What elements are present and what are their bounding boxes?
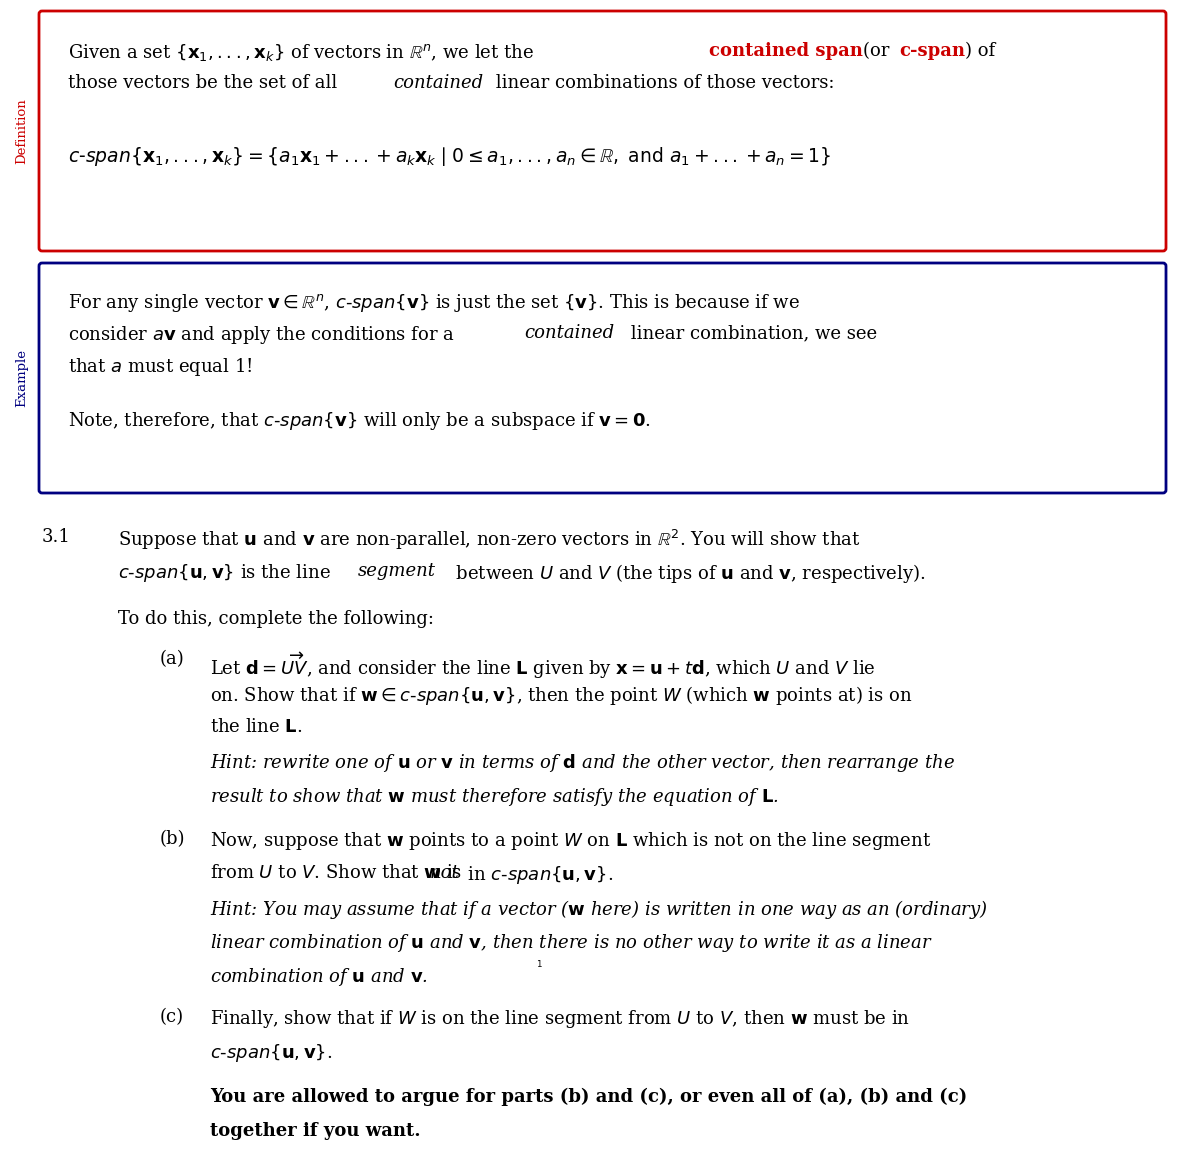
Text: contained span: contained span (709, 42, 863, 60)
Text: not: not (430, 864, 460, 882)
Text: Example: Example (16, 349, 29, 407)
Text: Finally, show that if $W$ is on the line segment from $U$ to $V$, then $\mathbf{: Finally, show that if $W$ is on the line… (210, 1008, 910, 1030)
Text: (b): (b) (160, 830, 186, 848)
Text: together if you want.: together if you want. (210, 1122, 421, 1140)
Text: To do this, complete the following:: To do this, complete the following: (118, 610, 434, 627)
Text: Hint: rewrite one of $\mathbf{u}$ or $\mathbf{v}$ in terms of $\mathbf{d}$ and t: Hint: rewrite one of $\mathbf{u}$ or $\m… (210, 752, 955, 774)
Text: Let $\mathbf{d} = \overrightarrow{UV}$, and consider the line $\mathbf{L}$ given: Let $\mathbf{d} = \overrightarrow{UV}$, … (210, 650, 876, 682)
Text: contained: contained (394, 74, 484, 92)
Text: Definition: Definition (16, 99, 29, 163)
FancyBboxPatch shape (38, 11, 1166, 251)
Text: $c\text{-}span\{\mathbf{u},\mathbf{v}\}$ is the line: $c\text{-}span\{\mathbf{u},\mathbf{v}\}$… (118, 562, 331, 584)
Text: $c\text{-}span\{\mathbf{u},\mathbf{v}\}$.: $c\text{-}span\{\mathbf{u},\mathbf{v}\}$… (210, 1042, 332, 1065)
Text: Given a set $\{\mathbf{x}_1,...,\mathbf{x}_k\}$ of vectors in $\mathbb{R}^n$, we: Given a set $\{\mathbf{x}_1,...,\mathbf{… (68, 42, 535, 63)
Text: $c\text{-}span\{\mathbf{x}_1,...,\mathbf{x}_k\} = \{a_1\mathbf{x}_1 + ... + a_k\: $c\text{-}span\{\mathbf{x}_1,...,\mathbf… (68, 145, 832, 168)
Text: on. Show that if $\mathbf{w} \in c\text{-}span\{\mathbf{u},\mathbf{v}\}$, then t: on. Show that if $\mathbf{w} \in c\text{… (210, 684, 912, 707)
FancyBboxPatch shape (38, 263, 1166, 494)
Text: combination of $\mathbf{u}$ and $\mathbf{v}$.: combination of $\mathbf{u}$ and $\mathbf… (210, 966, 428, 988)
Text: linear combination of $\mathbf{u}$ and $\mathbf{v}$, then there is no other way : linear combination of $\mathbf{u}$ and $… (210, 932, 932, 954)
Text: (c): (c) (160, 1008, 184, 1026)
Text: (a): (a) (160, 650, 185, 669)
Text: For any single vector $\mathbf{v} \in \mathbb{R}^n$, $c\text{-}span\{\mathbf{v}\: For any single vector $\mathbf{v} \in \m… (68, 293, 800, 314)
Text: the line $\mathbf{L}$.: the line $\mathbf{L}$. (210, 718, 302, 736)
Text: Suppose that $\mathbf{u}$ and $\mathbf{v}$ are non-parallel, non-zero vectors in: Suppose that $\mathbf{u}$ and $\mathbf{v… (118, 528, 860, 552)
Text: ) of: ) of (965, 42, 995, 60)
Text: linear combination, we see: linear combination, we see (625, 324, 877, 342)
Text: segment: segment (358, 562, 436, 580)
Text: that $a$ must equal 1!: that $a$ must equal 1! (68, 356, 252, 378)
Text: Hint: You may assume that if a vector ($\mathbf{w}$ here) is written in one way : Hint: You may assume that if a vector ($… (210, 898, 988, 921)
Text: those vectors be the set of all: those vectors be the set of all (68, 74, 343, 92)
Text: 3.1: 3.1 (42, 528, 71, 546)
Text: in $c\text{-}span\{\mathbf{u},\mathbf{v}\}$.: in $c\text{-}span\{\mathbf{u},\mathbf{v}… (462, 864, 613, 886)
Text: c-span: c-span (899, 42, 965, 60)
Text: Note, therefore, that $c\text{-}span\{\mathbf{v}\}$ will only be a subspace if $: Note, therefore, that $c\text{-}span\{\m… (68, 410, 652, 432)
Text: result to show that $\mathbf{w}$ must therefore satisfy the equation of $\mathbf: result to show that $\mathbf{w}$ must th… (210, 786, 779, 808)
Text: $^1$: $^1$ (536, 960, 542, 973)
Text: linear combinations of those vectors:: linear combinations of those vectors: (490, 74, 834, 92)
Text: (or: (or (863, 42, 895, 60)
Text: from $U$ to $V$. Show that $\mathbf{w}$ is: from $U$ to $V$. Show that $\mathbf{w}$ … (210, 864, 463, 882)
Text: consider $a\mathbf{v}$ and apply the conditions for a: consider $a\mathbf{v}$ and apply the con… (68, 324, 456, 345)
Text: You are allowed to argue for parts (b) and (c), or even all of (a), (b) and (c): You are allowed to argue for parts (b) a… (210, 1088, 967, 1106)
Text: contained: contained (524, 324, 614, 342)
Text: Now, suppose that $\mathbf{w}$ points to a point $W$ on $\mathbf{L}$ which is no: Now, suppose that $\mathbf{w}$ points to… (210, 830, 931, 852)
Text: between $U$ and $V$ (the tips of $\mathbf{u}$ and $\mathbf{v}$, respectively).: between $U$ and $V$ (the tips of $\mathb… (450, 562, 925, 585)
